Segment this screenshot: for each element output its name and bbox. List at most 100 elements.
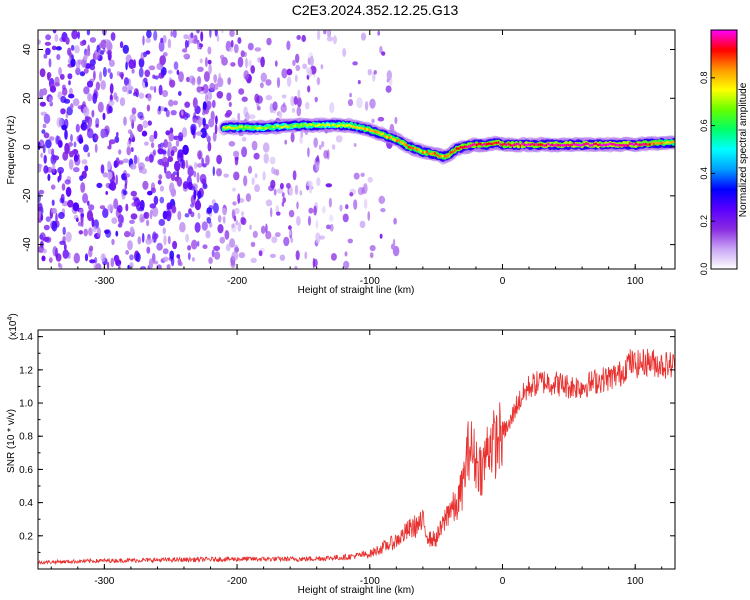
spectrogram-noise-cell <box>381 51 386 56</box>
spectrogram-noise-cell <box>137 156 140 165</box>
spectrogram-ridge-cell <box>545 143 548 147</box>
spectrogram-noise-cell <box>212 202 219 214</box>
spectrogram-ridge-cell <box>342 124 345 127</box>
spectrogram-noise-cell <box>221 30 224 34</box>
spectrogram-noise-cell <box>199 173 207 184</box>
spectrogram-noise-cell <box>214 251 221 260</box>
spectrogram-noise-cell <box>344 251 348 257</box>
spectrogram-noise-cell <box>202 183 208 190</box>
snr-plot-area <box>38 330 675 569</box>
spectrogram-noise-cell <box>130 163 137 170</box>
spectrogram-noise-cell <box>185 233 190 243</box>
chart-title: C2E3.2024.352.12.25.G13 <box>291 2 459 18</box>
spectrogram-ridge-cell <box>535 143 538 146</box>
spectrogram-noise-cell <box>271 166 275 175</box>
spectrogram-noise-cell <box>42 123 47 129</box>
spectrogram-noise-cell <box>64 143 71 155</box>
spectrogram-noise-cell <box>201 221 208 231</box>
spectrogram-noise-cell <box>183 34 189 40</box>
spectrogram-noise-cell <box>195 131 203 136</box>
spectrogram-noise-cell <box>314 96 318 103</box>
spectrogram-ridge-cell <box>346 124 349 128</box>
spectrogram-noise-cell <box>154 75 159 80</box>
spectrogram-noise-cell <box>181 48 188 53</box>
spectrogram-noise-cell <box>281 201 285 207</box>
spectrogram-noise-cell <box>117 204 123 213</box>
spectrogram-noise-cell <box>202 244 208 249</box>
spectrogram-ridge-cell <box>467 145 470 148</box>
spectrogram-noise-cell <box>129 113 137 124</box>
spectrogram-noise-cell <box>196 163 203 168</box>
spectrogram-noise-cell <box>309 55 314 67</box>
spectrogram-noise-cell <box>188 208 192 215</box>
spectrogram-noise-cell <box>78 230 84 235</box>
spectrogram-ridge-cell <box>250 126 253 129</box>
spectrogram-ridge-cell <box>429 152 432 156</box>
spectrogram-noise-cell <box>115 95 119 103</box>
spectrogram-ridge-cell <box>290 123 293 127</box>
spectrogram-ridge-cell <box>443 154 446 158</box>
spectrogram-ridge-cell <box>383 134 387 138</box>
spectrogram-ridge-cell <box>354 125 357 129</box>
spectrogram-ridge-cell <box>280 125 283 129</box>
spectrogram-noise-cell <box>181 127 188 138</box>
spectrogram-noise-cell <box>39 101 47 107</box>
spectrogram-noise-cell <box>343 260 350 269</box>
spectrogram-noise-cell <box>81 159 88 165</box>
spectrogram-noise-cell <box>168 132 174 142</box>
spectrogram-ridge-cell <box>286 125 289 129</box>
spectrogram-noise-cell <box>207 91 213 101</box>
spectrogram-ridge-cell <box>666 140 669 144</box>
spectrogram-noise-cell <box>141 232 145 243</box>
spectrogram-ridge-cell <box>485 143 488 146</box>
spectrogram-noise-cell <box>378 195 386 204</box>
spectrogram-noise-cell <box>147 120 152 126</box>
spectrogram-noise-cell <box>140 52 145 61</box>
spectrogram-noise-cell <box>230 62 236 67</box>
spectrogram-noise-cell <box>133 59 136 69</box>
spectrogram-noise-cell <box>51 45 57 51</box>
spectrogram-noise-cell <box>149 86 154 91</box>
spectrogram-ridge-cell <box>459 145 462 149</box>
spectrogram-noise-cell <box>57 176 60 183</box>
spectrogram-ridge-cell <box>423 150 426 154</box>
spectrogram-noise-cell <box>115 230 119 237</box>
spectrogram-ridge-cell <box>616 143 620 147</box>
spectrogram-ridge-cell <box>662 140 665 144</box>
spectrogram-ridge-cell <box>658 141 661 145</box>
spectrogram-noise-cell <box>273 188 277 196</box>
spectrogram-noise-cell <box>294 265 298 269</box>
spectrogram-ridge-cell <box>567 143 570 147</box>
spectrogram-noise-cell <box>176 69 180 76</box>
spectrogram-ridge-cell <box>610 142 614 146</box>
spectrogram-noise-cell <box>363 183 368 194</box>
spectrogram-ridge-cell <box>387 136 391 140</box>
spectrogram-noise-cell <box>284 139 288 145</box>
spectrogram-noise-cell <box>70 134 73 142</box>
spectrogram-noise-cell <box>89 59 96 66</box>
spectrogram-ridge-cell <box>596 143 600 147</box>
spectrogram-noise-cell <box>193 170 197 178</box>
spectrogram-ridge-cell <box>614 143 618 147</box>
spectrogram-noise-cell <box>107 204 114 212</box>
spectrogram-noise-cell <box>62 249 69 259</box>
spectrogram-ridge-cell <box>393 138 397 142</box>
spectrogram-noise-cell <box>197 240 200 247</box>
spectrogram-ridge-cell <box>274 126 277 130</box>
spectrogram-ridge-cell <box>417 148 420 151</box>
spectrogram-noise-cell <box>209 82 215 92</box>
spectrogram-noise-cell <box>158 174 163 180</box>
spectrogram-ridge-cell <box>463 145 466 149</box>
spectrogram-noise-cell <box>316 77 321 86</box>
spectrogram-ridge-cell <box>505 143 508 147</box>
spectrogram-noise-cell <box>123 116 127 126</box>
spectrogram-noise-cell <box>59 240 66 245</box>
spectrogram-noise-cell <box>229 30 235 37</box>
spectrogram-y-tick-label: -40 <box>22 237 33 252</box>
spectrogram-noise-cell <box>270 207 273 218</box>
spectrogram-noise-cell <box>265 231 272 240</box>
spectrogram-y-ticks: -40 -20 0 20 40 <box>22 44 675 252</box>
spectrogram-noise-cell <box>161 70 165 78</box>
spectrogram-noise-cell <box>109 83 114 95</box>
spectrogram-ridge-cell <box>222 125 225 129</box>
